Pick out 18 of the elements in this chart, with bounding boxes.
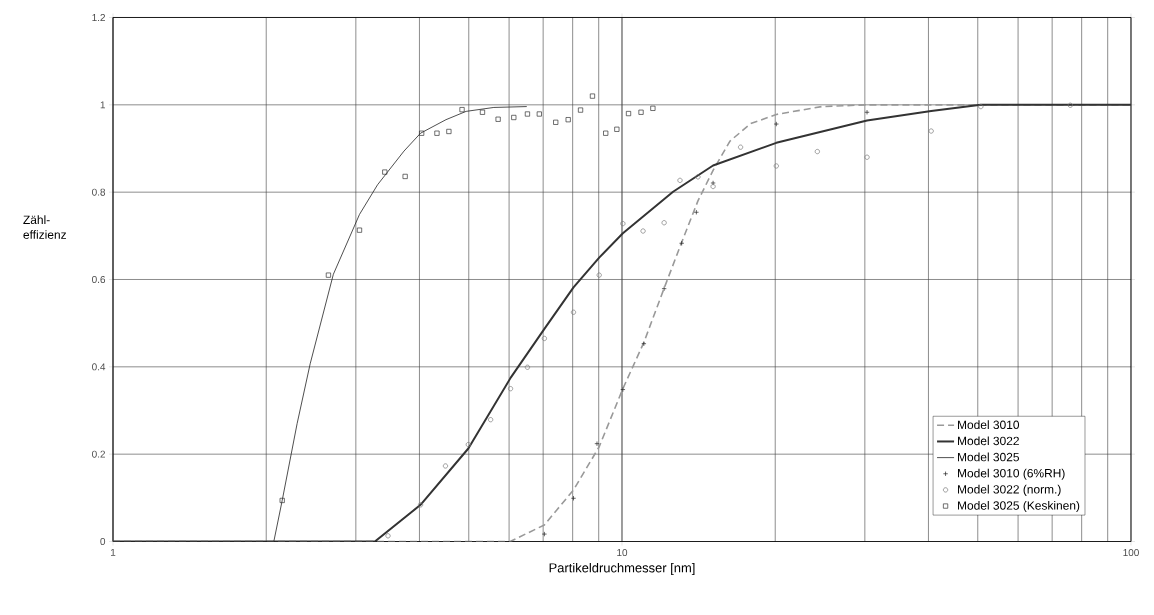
y-axis-title: Zähl-effizienz: [23, 215, 66, 239]
legend-label: Model 3010 (6%RH): [958, 468, 1065, 480]
x-tick-label: 10: [617, 549, 628, 557]
y-tick-label: 0.4: [92, 363, 106, 371]
y-tick-label: 0.2: [92, 450, 105, 458]
legend-label: Model 3022: [958, 436, 1019, 446]
legend-label: Model 3025: [958, 452, 1019, 462]
x-tick-label: 1: [111, 549, 116, 556]
y-tick-label: 1: [100, 101, 106, 109]
y-tick-label: 1.2: [92, 14, 105, 21]
legend-label: Model 3010: [958, 420, 1020, 430]
y-tick-label: 0.6: [92, 275, 106, 284]
y-tick-label: 0.8: [92, 188, 106, 196]
x-tick-label: 100: [1123, 549, 1139, 557]
legend-label: Model 3022 (norm.): [958, 484, 1061, 496]
y-tick-label: 0: [100, 537, 106, 546]
legend-label: Model 3025 (Keskinen): [958, 500, 1080, 513]
x-axis-title: Partikeldruchmesser [nm]: [549, 562, 695, 575]
